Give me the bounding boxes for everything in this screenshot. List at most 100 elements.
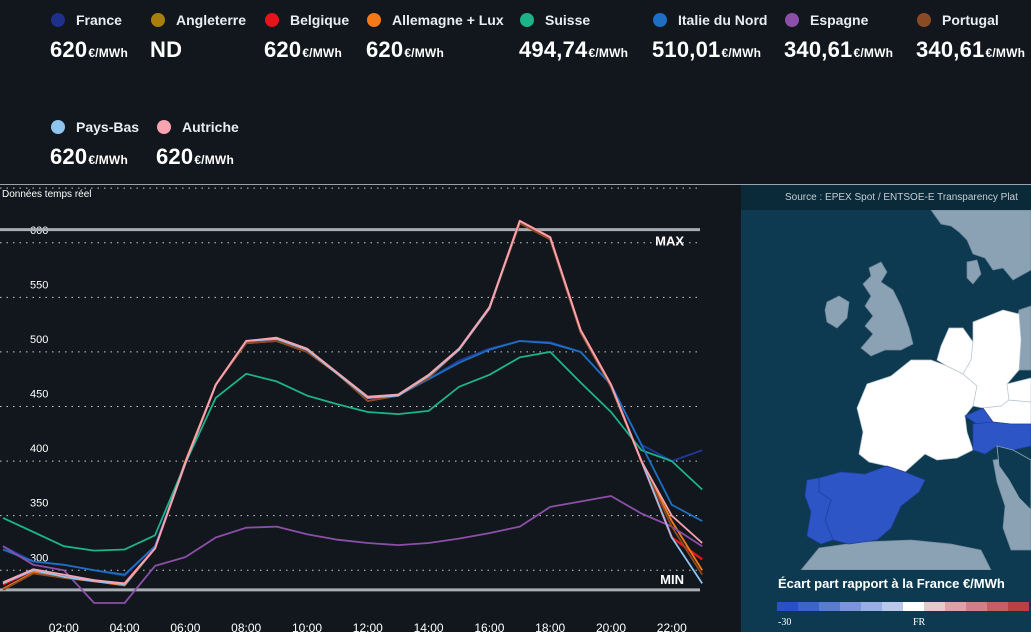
legend-value: 620€/MWh	[264, 37, 349, 63]
country-south-italy	[996, 445, 1031, 511]
scale-bar	[777, 602, 1029, 611]
y-tick-label: 500	[30, 334, 48, 346]
legend-value: 620€/MWh	[156, 144, 239, 170]
legend-dot	[51, 120, 65, 134]
south-italy	[996, 445, 1031, 511]
legend-dot	[51, 13, 65, 27]
scale-swatch	[819, 602, 840, 611]
scale-swatch	[987, 602, 1008, 611]
y-tick-label: 550	[30, 279, 48, 291]
series-line	[2, 337, 703, 576]
series-line	[2, 350, 703, 552]
price-chart: 300350400450500550600MAXMIN02:0004:0006:…	[0, 187, 703, 632]
x-tick-label: 18:00	[535, 621, 565, 632]
scale-swatch	[924, 602, 945, 611]
series-line	[2, 222, 703, 591]
scale-swatch	[882, 602, 903, 611]
scale-swatch	[798, 602, 819, 611]
series-line	[2, 222, 703, 590]
x-tick-label: 16:00	[474, 621, 504, 632]
scale-swatch	[777, 602, 798, 611]
legend-value-number: 620	[264, 37, 302, 62]
reference-label: MIN	[660, 572, 684, 587]
scale-swatch	[1008, 602, 1029, 611]
country-portugal	[804, 477, 834, 545]
y-tick-label: 350	[30, 498, 48, 510]
country-great-britain	[860, 261, 914, 357]
legend-value-unit: €/MWh	[985, 46, 1026, 60]
x-tick-label: 08:00	[231, 621, 261, 632]
country-north-italy	[972, 421, 1031, 455]
legend-item[interactable]: Pays-Bas 620€/MWh	[0, 118, 139, 170]
europe-map[interactable]	[741, 210, 1031, 570]
lower-price-countries	[804, 407, 1031, 545]
legend-value-number: 510,01	[652, 37, 721, 62]
legend-item[interactable]: Angleterre ND	[100, 11, 246, 63]
legend-name: France	[76, 12, 122, 28]
legend-item[interactable]: Italie du Nord 510,01€/MWh	[602, 11, 767, 63]
legend-value-unit: €/MWh	[588, 46, 629, 60]
legend-item[interactable]: Suisse 494,74€/MWh	[469, 11, 628, 63]
legend-item[interactable]: Espagne 340,61€/MWh	[734, 11, 893, 63]
legend-value-unit: €/MWh	[302, 46, 342, 60]
legend-dot	[785, 13, 799, 27]
legend-value: 340,61€/MWh	[784, 37, 893, 63]
chart-title: Données temps réel	[2, 189, 92, 200]
scale-fr-label: FR	[913, 617, 926, 628]
country-ireland	[824, 295, 850, 329]
neutral-countries	[800, 210, 1031, 570]
divider	[0, 184, 1031, 185]
country-north-africa	[800, 539, 992, 570]
legend-value: 620€/MWh	[50, 37, 128, 63]
series-line	[2, 219, 703, 586]
legend-value-number: 620	[50, 37, 88, 62]
series-line	[2, 220, 703, 586]
legend-value: 340,61€/MWh	[916, 37, 1025, 63]
legend-value-number: ND	[150, 37, 183, 62]
price-legend: France 620€/MWh Angleterre ND Belgique 620€/M…	[0, 0, 1031, 184]
legend-item[interactable]: Allemagne + Lux 620€/MWh	[316, 11, 504, 63]
legend-value-unit: €/MWh	[721, 46, 762, 60]
country-scandinavia	[930, 210, 1031, 281]
legend-item[interactable]: Portugal 340,61€/MWh	[866, 11, 1025, 63]
legend-value: 620€/MWh	[366, 37, 504, 63]
source-text: Source : EPEX Spot / ENTSOE-E Transparen…	[785, 192, 1018, 203]
country-czechia	[1006, 377, 1031, 403]
legend-value-number: 340,61	[784, 37, 853, 62]
equal-price-countries	[856, 309, 1031, 473]
scale-swatch	[861, 602, 882, 611]
scale-title: Écart part rapport à la France €/MWh	[778, 576, 1005, 591]
scale-swatch	[903, 602, 924, 611]
x-tick-label: 20:00	[596, 621, 626, 632]
legend-dot	[367, 13, 381, 27]
scale-swatch	[966, 602, 987, 611]
legend-item[interactable]: Autriche 620€/MWh	[106, 118, 239, 170]
legend-item[interactable]: France 620€/MWh	[0, 11, 128, 63]
legend-name: Allemagne + Lux	[392, 12, 504, 28]
legend-value-unit: €/MWh	[194, 153, 234, 167]
x-tick-label: 10:00	[292, 621, 322, 632]
legend-value: 510,01€/MWh	[652, 37, 767, 63]
legend-dot	[151, 13, 165, 27]
x-tick-label: 02:00	[49, 621, 79, 632]
legend-name: Pays-Bas	[76, 119, 140, 135]
reference-label: MAX	[655, 234, 684, 249]
legend-value-number: 340,61	[916, 37, 985, 62]
legend-dot	[653, 13, 667, 27]
legend-dot	[157, 120, 171, 134]
x-tick-label: 06:00	[170, 621, 200, 632]
legend-value-number: 494,74	[519, 37, 588, 62]
x-tick-label: 14:00	[414, 621, 444, 632]
legend-item[interactable]: Belgique 620€/MWh	[214, 11, 349, 63]
legend-value-unit: €/MWh	[853, 46, 894, 60]
legend-name: Italie du Nord	[678, 12, 768, 28]
legend-name: Belgique	[290, 12, 350, 28]
series-line	[2, 337, 703, 577]
y-tick-label: 450	[30, 389, 48, 401]
source-bar: Source : EPEX Spot / ENTSOE-E Transparen…	[741, 185, 1031, 210]
x-tick-label: 22:00	[657, 621, 687, 632]
x-tick-label: 12:00	[353, 621, 383, 632]
scale-min-label: -30	[778, 617, 792, 628]
x-tick-label: 04:00	[110, 621, 140, 632]
legend-value: 620€/MWh	[50, 144, 139, 170]
